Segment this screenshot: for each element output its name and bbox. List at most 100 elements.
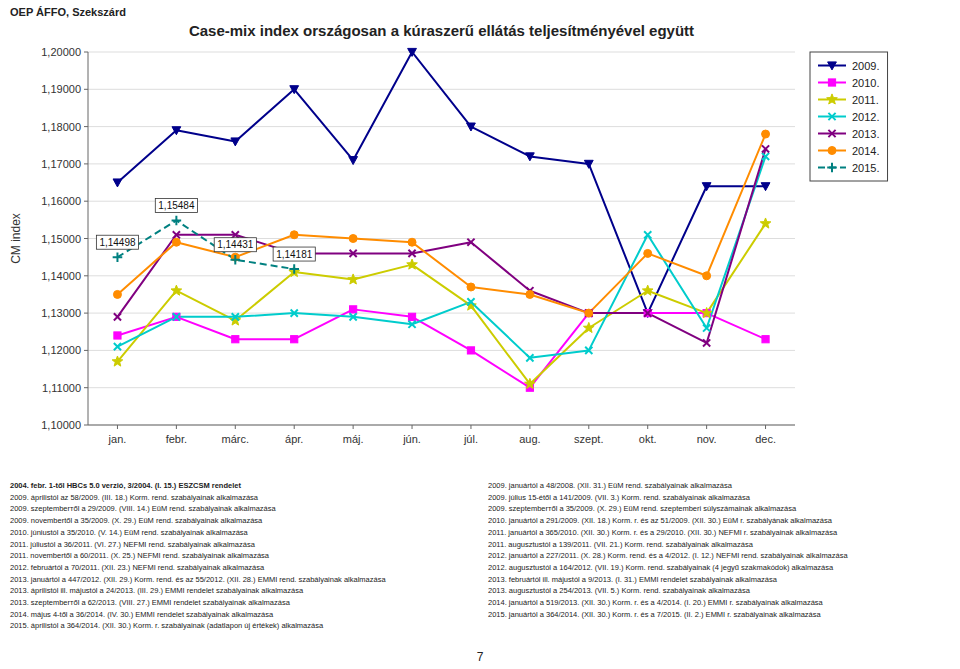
point [643, 310, 652, 318]
point [526, 354, 533, 361]
y-tick-label: 1,14000 [41, 270, 81, 282]
footnote: 2009. július 15-étől a 141/2009. (VII. 3… [488, 493, 751, 502]
page: {"chart_data": { "type": "line", "title"… [0, 0, 960, 669]
point [644, 310, 651, 317]
x-tick [294, 425, 295, 429]
markers [112, 48, 771, 391]
point [114, 332, 121, 339]
point [525, 378, 536, 388]
page-number: 7 [477, 650, 484, 664]
x-tick [117, 425, 118, 429]
y-tick-label: 1,19000 [41, 83, 81, 95]
legend-label: 2012. [852, 111, 880, 123]
point [231, 138, 240, 146]
point [644, 249, 652, 257]
point [408, 250, 415, 257]
legend-frame [810, 52, 888, 181]
annotation-box [155, 198, 197, 212]
x-tick-label: nov. [697, 433, 717, 445]
point [349, 157, 358, 165]
legend-marker [827, 163, 837, 173]
legend-marker [827, 94, 838, 104]
lines [117, 52, 765, 388]
point [290, 231, 298, 239]
legend-label: 2009. [852, 60, 880, 72]
point [291, 310, 298, 317]
y-tick [84, 52, 88, 53]
point [703, 272, 711, 280]
point [762, 336, 769, 343]
x-tick [588, 425, 589, 429]
series-line [117, 52, 765, 313]
grid-line [88, 350, 795, 351]
annotation: 1,14431 [214, 238, 256, 252]
grid-line [88, 425, 795, 426]
point [467, 347, 474, 354]
point [230, 255, 240, 265]
footnote: 2009. szeptemberтől a 29/2009. (VIII. 14… [10, 504, 276, 513]
point [350, 306, 357, 313]
footnote: 2012. januártól a 227/2011. (X. 28.) Kor… [488, 551, 848, 560]
x-tick-label: ápr. [285, 433, 303, 445]
annotation: 1,15484 [155, 198, 197, 212]
point [408, 321, 415, 328]
annotation: 1,14498 [96, 235, 138, 249]
y-axis-line [88, 52, 89, 425]
x-tick-label: febr. [166, 433, 187, 445]
footnote: 2013. februártól ill. májustól a 9/2013.… [488, 575, 778, 584]
annotation-text: 1,14498 [99, 237, 136, 248]
point [407, 259, 418, 269]
point [644, 231, 651, 238]
footnote: 2009. áprilistól az 58/2009. (III. 18.) … [10, 493, 259, 502]
footnote: 2011. novembertől a 60/2011. (X. 25.) NE… [10, 551, 270, 560]
x-tick-label: máj. [343, 433, 364, 445]
footnotes: 2004. febr. 1-től HBCs 5.0 verzió, 3/200… [10, 481, 848, 630]
point [172, 127, 181, 135]
grid-line [88, 52, 795, 53]
point [172, 238, 180, 246]
annotation-box [273, 247, 315, 261]
y-tick [84, 425, 88, 426]
header: OEP ÁFFO, Szekszárd [10, 6, 126, 18]
point [408, 313, 415, 320]
point [290, 86, 299, 94]
point [408, 238, 416, 246]
footnote: 2004. febr. 1-től HBCs 5.0 verzió, 3/200… [10, 481, 241, 490]
point [232, 231, 239, 238]
footnote: 2011. januártól a 365/2010. (XII. 30.) K… [488, 528, 838, 537]
x-tick-label: júl. [463, 433, 478, 445]
footnote: 2009. novembertől a 35/2009. (X. 29.) Eü… [10, 516, 263, 525]
footnote: 2012. februártól a 70/2011. (XII. 23.) N… [10, 563, 265, 572]
point [762, 130, 770, 138]
point [585, 310, 592, 317]
x-tick [176, 425, 177, 429]
legend-marker [828, 130, 835, 137]
x-tick-label: aug. [519, 433, 540, 445]
footnote: 2013. áprilistól ill. májustól a 24/2013… [10, 586, 304, 595]
x-tick [353, 425, 354, 429]
x-tick-label: okt. [639, 433, 657, 445]
footnote: 2014. januártól a 519/2013. (XII. 30.) K… [488, 598, 824, 607]
y-tick [84, 163, 88, 164]
y-tick-label: 1,17000 [41, 158, 81, 170]
annotation-text: 1,15484 [158, 200, 195, 211]
footnote: 2013. januártól a 447/2012. (XII. 29.) K… [10, 575, 386, 584]
point [114, 313, 121, 320]
y-tick [84, 201, 88, 202]
point [701, 308, 712, 318]
point [585, 347, 592, 354]
y-tick-label: 1,15000 [41, 233, 81, 245]
point [467, 298, 474, 305]
point [113, 290, 121, 298]
y-axis-label: CM index [9, 213, 23, 264]
y-tick-label: 1,16000 [41, 195, 81, 207]
point [762, 145, 769, 152]
x-tick [529, 425, 530, 429]
point [525, 153, 534, 161]
legend-label: 2014. [852, 145, 880, 157]
x-axis-line [88, 425, 795, 426]
point [173, 231, 180, 238]
point [644, 310, 651, 317]
point [349, 235, 357, 243]
y-tick-label: 1,13000 [41, 307, 81, 319]
